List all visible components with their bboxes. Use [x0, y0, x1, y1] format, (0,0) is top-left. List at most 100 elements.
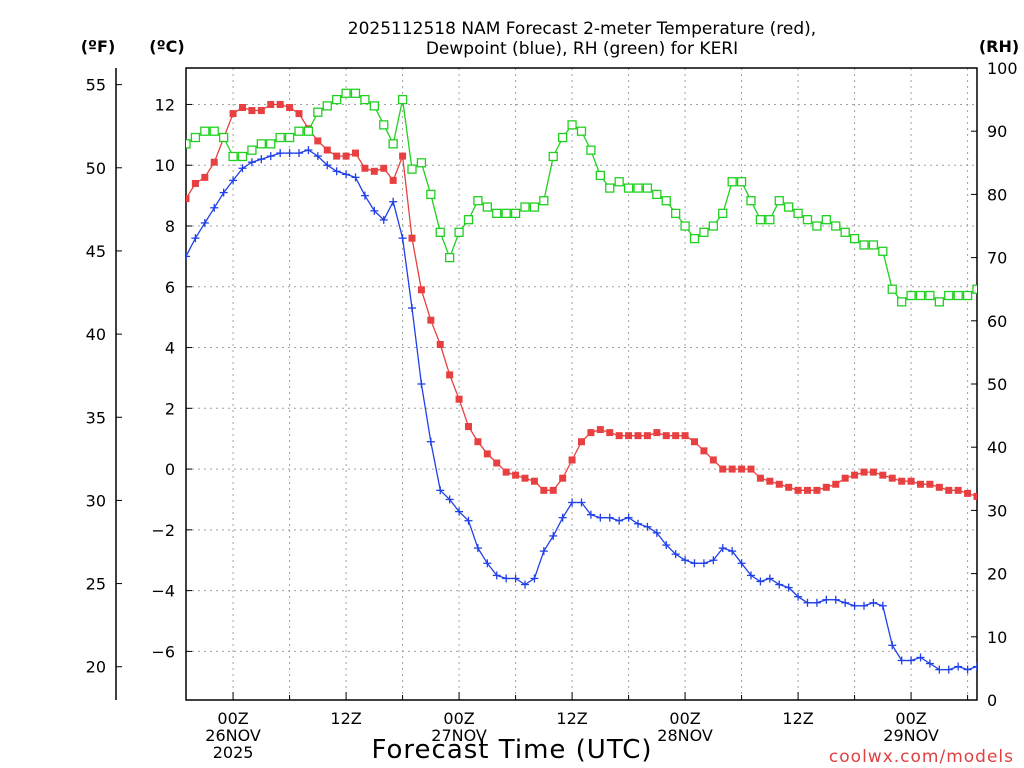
data-point-temperature: [869, 468, 877, 476]
data-point-rh: [605, 183, 615, 193]
data-point-temperature: [427, 316, 435, 324]
data-point-temperature: [417, 286, 425, 294]
data-point-dewpoint: [295, 149, 303, 158]
data-point-dewpoint: [925, 659, 934, 668]
celsius-tick-label: −4: [151, 582, 175, 601]
data-point-temperature: [361, 164, 369, 172]
data-point-rh: [831, 221, 841, 231]
rh-tick-label: 50: [987, 375, 1007, 394]
fahrenheit-tick-label: 55: [86, 76, 106, 95]
data-point-temperature: [587, 429, 595, 437]
data-point-rh: [708, 221, 718, 231]
data-point-dewpoint: [210, 203, 219, 212]
data-point-temperature: [201, 173, 209, 181]
data-point-dewpoint: [473, 544, 482, 553]
data-point-rh: [576, 126, 587, 136]
x-tick-label: 12Z: [782, 709, 813, 728]
x-tick-label: 00Z: [669, 709, 700, 728]
data-point-rh: [586, 145, 596, 155]
data-point-dewpoint: [408, 304, 416, 313]
rh-axis-label: (RH): [979, 37, 1019, 56]
rh-tick-label: 60: [987, 312, 1007, 331]
data-point-dewpoint: [502, 574, 511, 583]
data-point-dewpoint: [671, 550, 680, 559]
data-point-temperature: [323, 146, 331, 154]
data-point-dewpoint: [530, 574, 539, 583]
fahrenheit-tick-label: 40: [86, 325, 106, 344]
series-dewpoint: [186, 146, 977, 674]
celsius-tick-label: 2: [165, 399, 175, 418]
data-point-temperature: [549, 486, 557, 494]
data-point-rh: [482, 202, 492, 212]
data-point-rh: [812, 221, 822, 231]
data-point-dewpoint: [681, 556, 690, 565]
data-point-dewpoint: [728, 547, 737, 556]
data-point-temperature: [860, 468, 868, 476]
data-point-dewpoint: [765, 574, 774, 583]
data-point-dewpoint: [831, 595, 840, 604]
data-point-dewpoint: [709, 556, 718, 565]
data-point-rh: [614, 177, 624, 187]
celsius-tick-label: 12: [155, 95, 175, 114]
data-point-temperature: [276, 100, 284, 108]
rh-tick-label: 20: [987, 565, 1007, 584]
data-point-rh: [388, 139, 398, 149]
data-series: [186, 88, 977, 674]
x-axis-title: Forecast Time (UTC): [371, 735, 652, 765]
data-point-temperature: [832, 480, 840, 488]
celsius-tick-label: −2: [151, 521, 175, 540]
celsius-tick-label: 4: [165, 339, 175, 358]
fahrenheit-tick-label: 25: [86, 575, 106, 594]
data-point-rh: [369, 101, 379, 111]
data-point-temperature: [625, 432, 633, 440]
data-point-dewpoint: [907, 656, 916, 665]
data-point-temperature: [370, 167, 378, 175]
celsius-tick-label: −6: [151, 642, 175, 661]
data-point-dewpoint: [285, 149, 294, 158]
data-point-rh: [953, 290, 963, 301]
data-point-temperature: [700, 447, 708, 455]
data-point-dewpoint: [643, 522, 652, 531]
data-point-rh: [868, 240, 879, 250]
data-point-rh: [925, 290, 935, 301]
data-point-rh: [473, 196, 483, 206]
data-point-temperature: [653, 429, 661, 437]
series-line: [186, 149, 977, 671]
data-point-temperature: [728, 465, 736, 473]
data-point-dewpoint: [313, 152, 322, 161]
data-point-dewpoint: [775, 580, 784, 589]
x-tick-label: 00Z: [443, 709, 474, 728]
data-point-rh: [652, 189, 662, 200]
x-tick-label: 29NOV: [883, 726, 939, 745]
data-point-dewpoint: [596, 513, 605, 522]
data-point-dewpoint: [615, 516, 624, 525]
data-point-dewpoint: [577, 498, 586, 507]
data-point-dewpoint: [323, 161, 332, 170]
data-point-dewpoint: [455, 507, 464, 516]
data-point-rh: [322, 101, 332, 111]
data-point-rh: [539, 196, 549, 206]
data-point-rh: [623, 183, 634, 193]
data-point-dewpoint: [511, 574, 520, 583]
data-point-dewpoint: [860, 601, 868, 610]
data-point-temperature: [540, 486, 548, 494]
x-tick-label: 00Z: [895, 709, 926, 728]
data-point-temperature: [186, 195, 190, 203]
data-point-temperature: [813, 486, 821, 494]
data-point-temperature: [794, 486, 802, 494]
data-point-dewpoint: [351, 173, 360, 182]
data-point-rh: [228, 151, 238, 162]
data-point-temperature: [436, 341, 444, 348]
data-point-dewpoint: [690, 559, 699, 568]
data-point-dewpoint: [398, 234, 407, 243]
data-point-rh: [934, 297, 944, 307]
rh-tick-label: 0: [987, 691, 997, 710]
data-point-dewpoint: [718, 544, 727, 553]
x-tick-label: 12Z: [556, 709, 587, 728]
data-point-temperature: [606, 429, 614, 437]
data-point-rh: [567, 120, 577, 130]
data-point-dewpoint: [379, 215, 388, 224]
data-point-rh: [689, 233, 700, 244]
data-point-temperature: [804, 486, 811, 494]
data-point-dewpoint: [247, 158, 256, 167]
